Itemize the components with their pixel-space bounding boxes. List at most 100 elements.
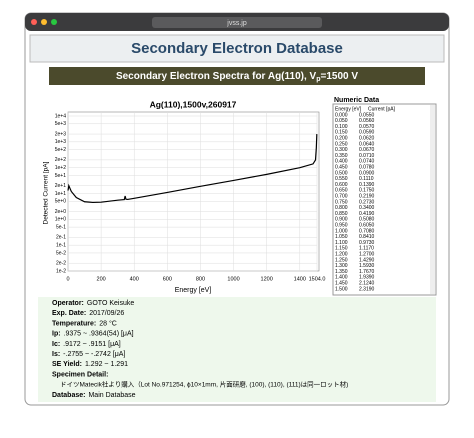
info-line: Operator: GOTO Keisuke bbox=[52, 300, 134, 307]
numeric-cell: 0.0570 bbox=[359, 124, 375, 130]
numeric-cell: 1.350 bbox=[335, 269, 348, 275]
numeric-cell: 2.3190 bbox=[359, 286, 375, 292]
numeric-cell: 0.2190 bbox=[359, 194, 375, 200]
numeric-cell: 0.900 bbox=[335, 217, 348, 223]
numeric-cell: 0.300 bbox=[335, 147, 348, 153]
info-label: SE Yield: bbox=[52, 361, 82, 368]
numeric-cell: 1.1170 bbox=[359, 246, 374, 252]
numeric-cell: 0.0620 bbox=[359, 136, 375, 142]
numeric-cell: 2.1240 bbox=[359, 281, 375, 287]
numeric-cell: 0.6050 bbox=[359, 223, 375, 229]
y-tick-label: 5e+3 bbox=[55, 121, 66, 127]
y-tick-label: 2e+3 bbox=[55, 131, 66, 137]
numeric-cell: 0.000 bbox=[335, 112, 348, 118]
x-tick-label: 600 bbox=[163, 276, 172, 282]
y-tick-label: 1e+3 bbox=[55, 139, 66, 145]
numeric-cell: 0.0740 bbox=[359, 159, 375, 165]
info-list: Operator: GOTO Keisuke Exp. Date: 2017/09/2… bbox=[52, 300, 348, 399]
info-line: Specimen Detail: bbox=[52, 371, 108, 378]
info-value: .9172 ~ .9151 [μA] bbox=[63, 341, 121, 348]
numeric-cell: 1.250 bbox=[335, 257, 348, 263]
numeric-cell: 0.750 bbox=[335, 199, 348, 205]
info-label: Specimen Detail: bbox=[52, 371, 108, 378]
numeric-cell: 0.0590 bbox=[359, 130, 375, 136]
info-panel bbox=[38, 297, 436, 402]
numeric-cell: 0.400 bbox=[335, 159, 348, 165]
y-tick-label: 2e-2 bbox=[56, 261, 66, 267]
info-line: SE Yield: 1.292 ~ 1.291 bbox=[52, 361, 128, 368]
numeric-cell: 0.200 bbox=[335, 136, 348, 142]
numeric-cell: 0.1750 bbox=[359, 188, 375, 194]
y-tick-label: 5e+2 bbox=[55, 147, 66, 153]
info-line: Is: -.2755 ~ -.2742 [μA] bbox=[52, 351, 125, 358]
y-tick-label: 1e-1 bbox=[56, 242, 66, 248]
url: jvss.jp bbox=[226, 20, 247, 27]
y-tick-label: 5e-2 bbox=[56, 250, 66, 256]
chart-title: Ag(110),1500v,260917 bbox=[150, 99, 237, 109]
info-label: Is: bbox=[52, 351, 60, 358]
x-tick-label: 1200 bbox=[261, 276, 273, 282]
numeric-cell: 0.0560 bbox=[359, 118, 375, 124]
numeric-title: Numeric Data bbox=[334, 97, 379, 104]
x-tick-label: 1504.0 bbox=[309, 276, 326, 282]
numeric-cell: 0.2730 bbox=[359, 199, 375, 205]
y-tick-label: 2e-1 bbox=[56, 235, 66, 241]
info-line: Temperature: 28 °C bbox=[52, 319, 117, 327]
plot-area bbox=[67, 111, 320, 272]
numeric-cell: 0.1390 bbox=[359, 182, 375, 188]
info-value: 1.292 ~ 1.291 bbox=[85, 361, 128, 368]
info-line: Ip: .9375 ~ .9364(54) [μA] bbox=[52, 330, 134, 337]
numeric-cell: 0.800 bbox=[335, 205, 348, 211]
url-bar[interactable] bbox=[152, 17, 322, 28]
y-tick-label: 5e+0 bbox=[55, 199, 66, 205]
info-label: Ic: bbox=[52, 341, 60, 348]
close-button[interactable] bbox=[31, 19, 37, 25]
info-line: Database: Main Database bbox=[52, 392, 136, 399]
x-tick-label: 0 bbox=[66, 276, 69, 282]
info-value: Main Database bbox=[88, 392, 135, 399]
info-line: Exp. Date: 2017/09/26 bbox=[52, 310, 124, 317]
y-tick-label: 1e-2 bbox=[56, 268, 66, 274]
x-tick-label: 1000 bbox=[227, 276, 239, 282]
numeric-cell: 0.650 bbox=[335, 188, 348, 194]
numeric-cell: 0.9730 bbox=[359, 240, 375, 246]
data-line bbox=[67, 134, 318, 204]
y-tick-label: 5e-1 bbox=[56, 224, 66, 230]
numeric-cell: 1.450 bbox=[335, 281, 348, 287]
info-label: Temperature: bbox=[52, 320, 96, 327]
page-title: Secondary Electron Database bbox=[131, 40, 343, 57]
numeric-cell: 1.300 bbox=[335, 263, 348, 269]
y-tick-label: 1e+0 bbox=[55, 217, 66, 223]
numeric-cell: 1.150 bbox=[335, 246, 348, 252]
y-tick-label: 1e+1 bbox=[55, 191, 66, 197]
info-value: 28 °C bbox=[99, 319, 117, 327]
numeric-cell: 1.5930 bbox=[359, 263, 375, 269]
y-tick-label: 5e+1 bbox=[55, 173, 66, 179]
numeric-cell: 0.5080 bbox=[359, 217, 375, 223]
numeric-cell: 1.400 bbox=[335, 275, 348, 281]
x-tick-label: 400 bbox=[130, 276, 139, 282]
numeric-cell: 0.500 bbox=[335, 170, 348, 176]
info-label: Ip: bbox=[52, 330, 61, 337]
numeric-cell: 0.1110 bbox=[359, 176, 374, 182]
numeric-cell: 0.050 bbox=[335, 118, 348, 124]
numeric-cell: 0.0900 bbox=[359, 170, 375, 176]
numeric-cell: 1.9390 bbox=[359, 275, 375, 281]
numeric-cell: 0.250 bbox=[335, 141, 348, 147]
numeric-cell: 0.0550 bbox=[359, 112, 375, 118]
banner-main: Secondary Electron Spectra for Ag(110), … bbox=[116, 71, 317, 82]
x-axis-label: Energy [eV] bbox=[175, 287, 212, 294]
scrollbar[interactable] bbox=[430, 105, 435, 294]
info-line: Ic: .9172 ~ .9151 [μA] bbox=[52, 341, 121, 348]
minimize-button[interactable] bbox=[41, 19, 47, 25]
numeric-cell: 0.450 bbox=[335, 165, 348, 171]
numeric-cell: 0.0710 bbox=[359, 153, 375, 159]
numeric-cell: 1.4290 bbox=[359, 257, 375, 263]
numeric-cell: 0.0640 bbox=[359, 141, 375, 147]
numeric-cell: 1.2700 bbox=[359, 252, 375, 258]
numeric-box[interactable] bbox=[332, 103, 437, 296]
header bbox=[29, 34, 445, 63]
zoom-button[interactable] bbox=[51, 19, 57, 25]
